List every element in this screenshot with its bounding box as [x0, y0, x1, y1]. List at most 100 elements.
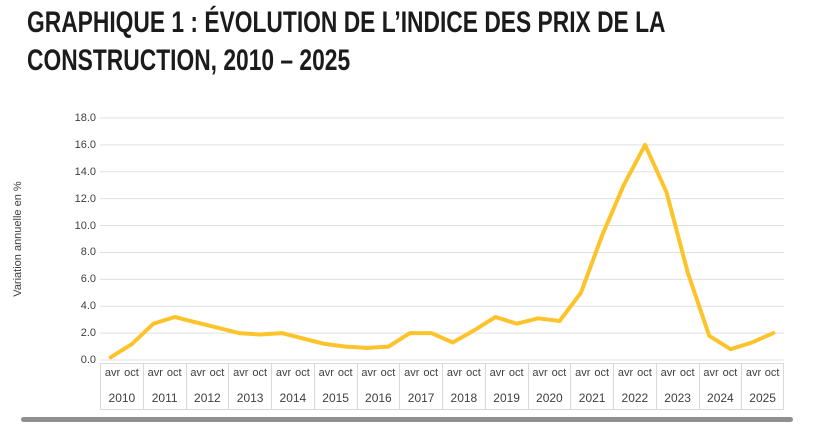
period-labels: avr oct [700, 367, 742, 379]
x-axis-year-cell: avr oct 2016 [356, 364, 400, 409]
period-label: avr [318, 367, 334, 379]
period-label: oct [209, 367, 225, 379]
period-label: avr [104, 367, 121, 379]
x-axis-year-cell: avr oct 2019 [484, 364, 528, 409]
x-axis-year-cell: avr oct 2025 [741, 364, 784, 409]
period-label: oct [679, 367, 695, 379]
period-label: oct [124, 367, 139, 379]
year-label: 2013 [236, 391, 264, 405]
period-label: oct [551, 367, 567, 379]
period-label: oct [252, 367, 268, 379]
period-labels: avr oct [229, 367, 271, 379]
period-label: avr [617, 367, 634, 379]
year-label: 2018 [450, 391, 478, 405]
y-tick-label: 4.0 [80, 300, 96, 313]
line-plot-area [100, 117, 784, 361]
period-labels: avr oct [486, 367, 528, 379]
year-label: 2016 [365, 391, 392, 405]
period-label: avr [489, 367, 505, 379]
period-label: avr [147, 367, 163, 379]
y-tick-label: 6.0 [80, 273, 96, 286]
period-labels: avr oct [443, 367, 485, 379]
period-labels: avr oct [400, 367, 442, 379]
year-label: 2017 [407, 391, 435, 405]
x-axis-year-cell: avr oct 2012 [185, 364, 229, 409]
period-label: oct [337, 367, 353, 379]
y-tick-label: 2.0 [80, 327, 96, 340]
period-labels: avr oct [272, 367, 314, 379]
x-axis-year-cell: avr oct 2020 [527, 364, 571, 409]
year-label: 2012 [194, 391, 221, 405]
year-label: 2023 [664, 391, 691, 405]
year-label: 2024 [707, 391, 734, 405]
x-axis-year-cell: avr oct 2011 [142, 364, 186, 409]
year-label: 2014 [279, 391, 307, 405]
period-labels: avr oct [187, 367, 229, 379]
period-label: oct [764, 367, 780, 379]
year-label: 2022 [621, 391, 649, 405]
period-label: oct [466, 367, 481, 379]
x-axis-year-cell: avr oct 2017 [399, 364, 442, 409]
period-label: avr [703, 367, 719, 379]
year-label: 2011 [151, 391, 178, 405]
x-axis-year-cell: avr oct 2022 [613, 364, 656, 409]
period-label: avr [361, 367, 377, 379]
x-axis-year-cell: avr oct 2023 [655, 364, 699, 409]
y-tick-label: 16.0 [74, 138, 96, 151]
period-labels: avr oct [358, 367, 400, 379]
period-label: oct [508, 367, 524, 379]
y-tick-label: 12.0 [74, 192, 96, 205]
period-label: avr [404, 367, 420, 379]
x-axis-year-cell: avr oct 2014 [271, 364, 314, 409]
period-label: oct [423, 367, 439, 379]
x-axis-year-cell: avr oct 2018 [442, 364, 485, 409]
year-label: 2021 [578, 391, 606, 405]
horizontal-scrollbar[interactable] [21, 417, 793, 422]
period-label: oct [166, 367, 182, 379]
period-label: avr [532, 367, 548, 379]
x-axis-year-cell: avr oct 2024 [698, 364, 742, 409]
x-axis-category-table: avr oct 2010 avr oct 2011 avr oct 2012 avr oct 2013… [100, 363, 784, 410]
period-label: avr [275, 367, 292, 379]
period-label: oct [594, 367, 610, 379]
period-labels: avr oct [614, 367, 656, 379]
period-label: avr [190, 367, 206, 379]
x-axis-year-cell: avr oct 2010 [100, 364, 143, 409]
price-index-line [108, 142, 776, 360]
year-label: 2015 [322, 391, 349, 405]
x-axis-year-cell: avr oct 2021 [570, 364, 613, 409]
year-label: 2020 [536, 391, 563, 405]
chart-title: GRAPHIQUE 1 : ÉVOLUTION DE L’INDICE DES … [27, 4, 665, 80]
chart-title-line1: GRAPHIQUE 1 : ÉVOLUTION DE L’INDICE DES … [27, 6, 666, 39]
y-tick-label: 0.0 [80, 354, 96, 366]
year-label: 2019 [493, 391, 520, 405]
period-label: oct [637, 367, 652, 379]
period-labels: avr oct [742, 367, 783, 379]
period-label: oct [722, 367, 738, 379]
gridlines [100, 117, 784, 361]
period-label: avr [446, 367, 463, 379]
period-labels: avr oct [144, 367, 186, 379]
year-label: 2025 [749, 391, 776, 405]
y-tick-label: 18.0 [74, 112, 96, 124]
period-label: avr [660, 367, 676, 379]
period-labels: avr oct [315, 367, 357, 379]
period-labels: avr oct [101, 367, 143, 379]
period-labels: avr oct [571, 367, 613, 379]
period-label: avr [745, 367, 762, 379]
y-tick-label: 10.0 [74, 219, 96, 232]
chart-title-line2: CONSTRUCTION, 2010 – 2025 [27, 44, 351, 77]
period-labels: avr oct [529, 367, 571, 379]
period-label: avr [233, 367, 249, 379]
period-label: avr [575, 367, 591, 379]
y-axis-title: Variation annuelle en % [12, 181, 24, 297]
x-axis-year-cell: avr oct 2013 [228, 364, 271, 409]
period-label: oct [380, 367, 396, 379]
y-tick-label: 14.0 [74, 165, 96, 178]
period-labels: avr oct [657, 367, 699, 379]
period-label: oct [295, 367, 310, 379]
y-tick-label: 8.0 [80, 246, 96, 259]
x-axis-year-cell: avr oct 2015 [313, 364, 357, 409]
year-label: 2010 [108, 391, 136, 405]
